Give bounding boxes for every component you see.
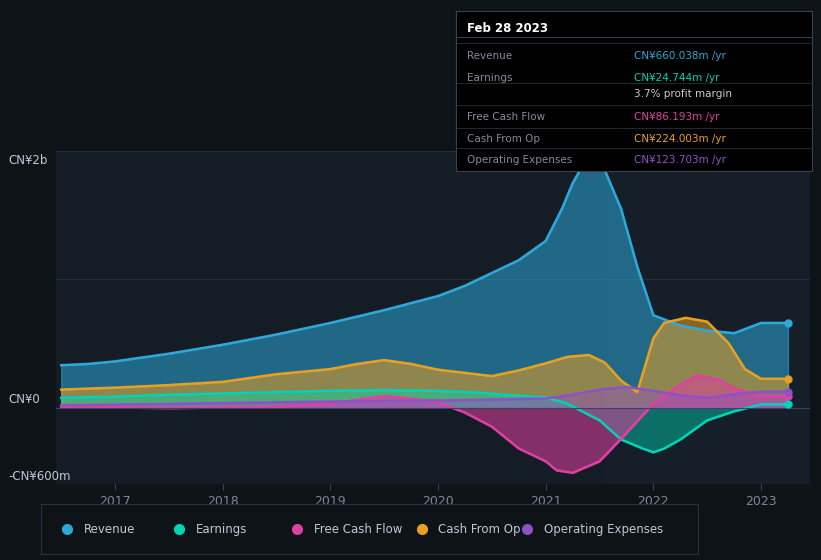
Text: Operating Expenses: Operating Expenses — [467, 155, 572, 165]
Text: CN¥24.744m /yr: CN¥24.744m /yr — [635, 73, 720, 83]
Text: Operating Expenses: Operating Expenses — [544, 522, 663, 536]
Text: Revenue: Revenue — [84, 522, 135, 536]
Text: Free Cash Flow: Free Cash Flow — [314, 522, 402, 536]
Text: -CN¥600m: -CN¥600m — [8, 470, 71, 483]
Text: Cash From Op: Cash From Op — [467, 134, 540, 144]
Text: CN¥224.003m /yr: CN¥224.003m /yr — [635, 134, 726, 144]
Text: Cash From Op: Cash From Op — [438, 522, 521, 536]
Text: Revenue: Revenue — [467, 51, 512, 61]
Text: CN¥2b: CN¥2b — [8, 154, 48, 167]
Text: 3.7% profit margin: 3.7% profit margin — [635, 89, 732, 99]
Text: CN¥660.038m /yr: CN¥660.038m /yr — [635, 51, 726, 61]
Text: Earnings: Earnings — [195, 522, 247, 536]
Text: CN¥86.193m /yr: CN¥86.193m /yr — [635, 111, 720, 122]
Text: CN¥0: CN¥0 — [8, 393, 40, 407]
Text: Free Cash Flow: Free Cash Flow — [467, 111, 545, 122]
Bar — [605, 151, 815, 484]
Text: Feb 28 2023: Feb 28 2023 — [467, 22, 548, 35]
Text: Earnings: Earnings — [467, 73, 512, 83]
Text: CN¥123.703m /yr: CN¥123.703m /yr — [635, 155, 727, 165]
